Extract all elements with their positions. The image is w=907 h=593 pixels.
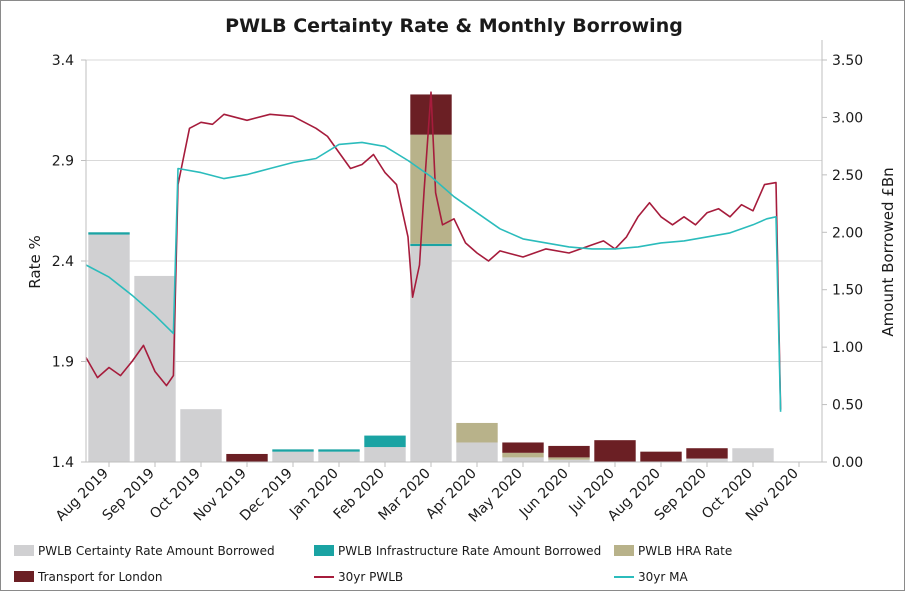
y-tick-label: 1.9 [52,355,74,371]
bar-segment [640,451,682,462]
bar-segment [318,451,360,462]
gridlines [86,59,822,463]
y2-tick-label: 2.00 [832,225,863,241]
legend-swatch [614,545,634,556]
bar-segment [88,232,130,235]
legend-label: PWLB Certainty Rate Amount Borrowed [38,544,275,558]
bar-segment [732,448,774,462]
legend-label: PWLB HRA Rate [638,544,732,558]
bar-segment [548,459,590,462]
y2-axis-label: Amount Borrowed £Bn [879,167,897,336]
y2-tick-label: 0.00 [832,455,863,471]
y2-tick-label: 0.50 [832,398,863,414]
y-axis-ticks: 1.4 1.9 2.4 2.9 3.4 [52,53,74,471]
legend-swatch [314,545,334,556]
y-tick-label: 2.4 [52,254,74,270]
y2-tick-label: 1.50 [832,283,863,299]
bar-segment [88,234,130,462]
y2-tick-label: 1.00 [832,340,863,356]
y-tick-label: 3.4 [52,53,74,69]
bar-segment [180,409,222,462]
axes [81,40,827,467]
bar-segment [548,457,590,460]
bar-segment [456,442,498,462]
bar-segment [548,445,590,458]
bar-segment [364,447,406,462]
bar-segment [502,452,544,458]
lines [85,91,782,412]
bar-segment [364,435,406,448]
bar-segment [226,453,268,462]
bar-segment [272,451,314,462]
legend-label: 30yr MA [638,570,688,584]
y-axis-label: Rate % [26,235,44,288]
legend-label: Transport for London [37,570,162,584]
series-line [85,141,782,412]
bar-segment [594,440,636,462]
bar-segment [410,246,452,462]
bar-segment [272,449,314,452]
bars [88,94,774,462]
bar-segment [686,458,728,462]
bar-segment [456,422,498,443]
bar-segment [318,449,360,452]
y2-tick-label: 3.50 [832,53,863,69]
x-tick-label: Jun 2020 [516,466,572,522]
chart-title: PWLB Certainty Rate & Monthly Borrowing [225,15,683,37]
bar-segment [686,448,728,459]
bar-segment [502,457,544,462]
legend-label: 30yr PWLB [338,570,403,584]
y2-tick-label: 3.00 [832,110,863,126]
y-tick-label: 2.9 [52,154,74,170]
y2-axis-ticks: 0.00 0.50 1.00 1.50 2.00 2.50 3.00 3.50 [832,53,863,471]
legend: PWLB Certainty Rate Amount Borrowed PWLB … [14,544,732,584]
series-line [85,91,782,410]
y-tick-label: 1.4 [52,455,74,471]
legend-swatch [14,545,34,556]
y2-tick-label: 2.50 [832,168,863,184]
legend-label: PWLB Infrastructure Rate Amount Borrowed [338,544,601,558]
bar-segment [410,243,452,247]
bar-segment [134,275,176,462]
legend-swatch [14,571,34,582]
bar-segment [502,442,544,453]
